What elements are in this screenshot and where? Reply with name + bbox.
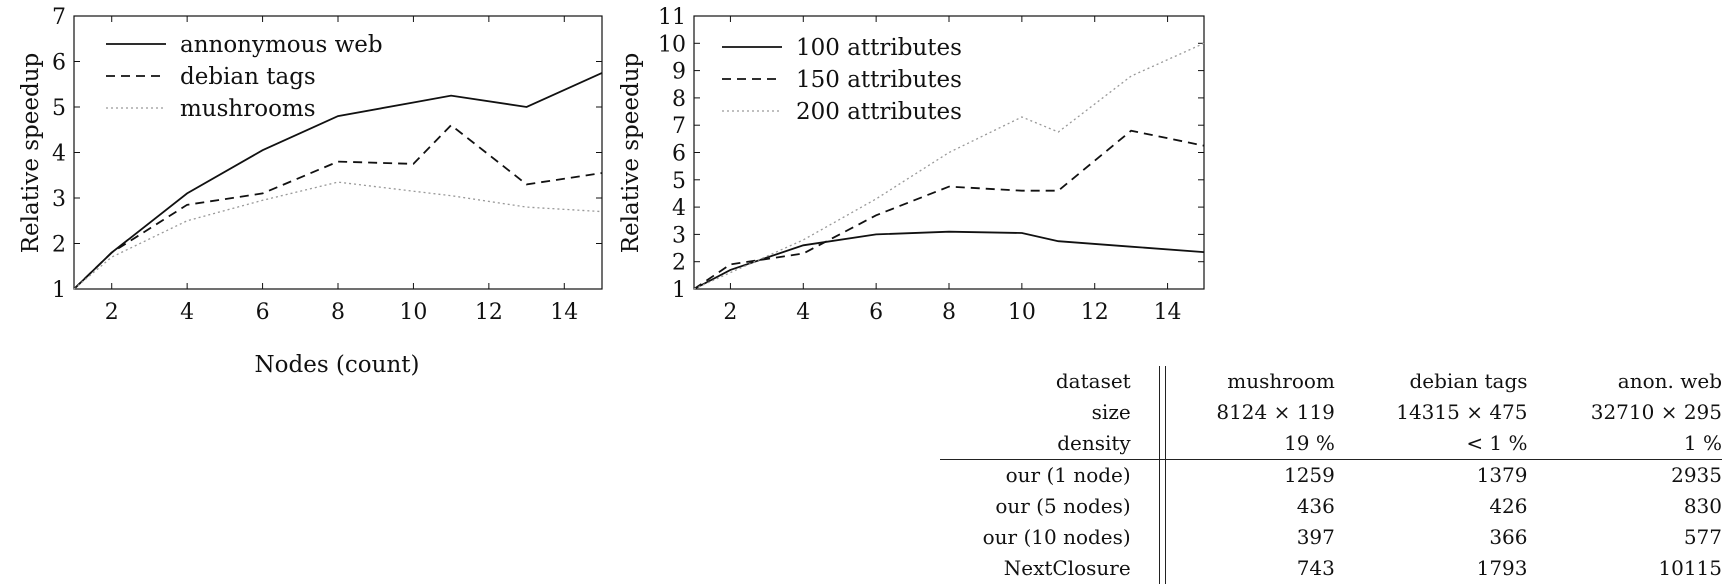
y-tick-label: 7 xyxy=(672,114,686,139)
column-separator xyxy=(1158,491,1167,522)
table-cell: 743 xyxy=(1296,556,1335,580)
y-tick-label: 10 xyxy=(658,32,686,57)
x-tick-label: 12 xyxy=(475,300,503,325)
table-cell: anon. web xyxy=(1617,369,1722,393)
table-cell: 436 xyxy=(1296,494,1335,518)
legend-label: mushrooms xyxy=(180,96,316,122)
column-separator xyxy=(1158,459,1167,491)
table-cell: 2935 xyxy=(1527,459,1722,491)
x-tick-label: 4 xyxy=(180,300,194,325)
series-line-100-attributes xyxy=(693,230,1205,290)
table-cell: 397 xyxy=(1296,525,1335,549)
x-tick-label: 10 xyxy=(1008,300,1036,325)
chart1-xlabel: Nodes (count) xyxy=(255,352,420,378)
x-tick-label: 8 xyxy=(942,300,956,325)
y-tick-label: 2 xyxy=(672,251,686,276)
row-label: density xyxy=(1057,431,1131,455)
column-separator xyxy=(1158,428,1167,460)
table-cell: 1 % xyxy=(1683,431,1722,455)
y-tick-label: 1 xyxy=(672,278,686,303)
table-cell: 426 xyxy=(1489,494,1528,518)
chart1-ylabel: Relative speedup xyxy=(18,53,44,254)
results-table: dataset mushroom debian tags anon. web size 8… xyxy=(940,366,1722,584)
row-label: our (1 node) xyxy=(940,459,1160,491)
y-tick-label: 2 xyxy=(52,233,66,258)
table-cell: 1379 xyxy=(1334,459,1528,491)
x-tick-label: 6 xyxy=(869,300,883,325)
row-label: our (10 nodes) xyxy=(982,525,1131,549)
y-tick-label: 9 xyxy=(672,60,686,85)
x-tick-label: 14 xyxy=(1154,300,1182,325)
table-header-row: density 19 % < 1 % 1 % xyxy=(940,428,1722,460)
table-cell: 19 % xyxy=(1284,431,1335,455)
y-tick-label: 4 xyxy=(672,196,686,221)
y-tick-label: 7 xyxy=(52,5,66,30)
table-cell: 830 xyxy=(1683,494,1722,518)
row-label: NextClosure xyxy=(1003,556,1131,580)
chart2-ylabel: Relative speedup xyxy=(618,53,644,254)
table-cell: 577 xyxy=(1683,525,1722,549)
table-cell: 8124 × 119 xyxy=(1216,400,1335,424)
legend-label: 200 attributes xyxy=(796,99,962,125)
y-tick-label: 8 xyxy=(672,87,686,112)
column-separator xyxy=(1158,522,1167,553)
series-line-150-attributes xyxy=(693,129,1205,290)
table-row: NextClosure 743 1793 10115 xyxy=(940,553,1722,584)
row-label: dataset xyxy=(1055,369,1131,393)
row-label: size xyxy=(1091,400,1131,424)
y-tick-label: 3 xyxy=(52,187,66,212)
y-tick-label: 6 xyxy=(52,51,66,76)
table-row: our (10 nodes) 397 366 577 xyxy=(940,522,1722,553)
x-tick-label: 4 xyxy=(796,300,810,325)
y-tick-label: 1 xyxy=(52,278,66,303)
legend-label: annonymous web xyxy=(180,32,383,58)
table-header-row: size 8124 × 119 14315 × 475 32710 × 295 xyxy=(940,397,1722,428)
x-tick-label: 8 xyxy=(331,300,345,325)
row-label: our (5 nodes) xyxy=(995,494,1131,518)
table-cell: 32710 × 295 xyxy=(1590,400,1722,424)
legend-label: debian tags xyxy=(180,64,316,90)
x-tick-label: 10 xyxy=(399,300,427,325)
table-cell: 1259 xyxy=(1165,459,1335,491)
series-line-mushrooms xyxy=(73,181,603,290)
table-cell: mushroom xyxy=(1227,369,1335,393)
y-tick-label: 11 xyxy=(658,5,686,30)
x-tick-label: 2 xyxy=(105,300,119,325)
legend-label: 150 attributes xyxy=(796,67,962,93)
table-cell: 10115 xyxy=(1658,556,1722,580)
series-line-200-attributes xyxy=(693,42,1205,290)
table-cell: 1793 xyxy=(1476,556,1528,580)
table-cell: 14315 × 475 xyxy=(1396,400,1528,424)
y-tick-label: 3 xyxy=(672,223,686,248)
y-tick-label: 5 xyxy=(52,96,66,121)
table-header-row: dataset mushroom debian tags anon. web xyxy=(940,366,1722,397)
x-tick-label: 14 xyxy=(550,300,578,325)
series-line-annonymous-web xyxy=(73,72,603,290)
table-row: our (1 node) 1259 1379 2935 xyxy=(940,459,1722,491)
column-separator xyxy=(1158,397,1167,428)
y-tick-label: 5 xyxy=(672,169,686,194)
legend-label: 100 attributes xyxy=(796,35,962,61)
y-tick-label: 4 xyxy=(52,142,66,167)
table-row: our (5 nodes) 436 426 830 xyxy=(940,491,1722,522)
series-line-debian-tags xyxy=(73,123,603,290)
x-tick-label: 12 xyxy=(1081,300,1109,325)
column-separator xyxy=(1158,366,1167,397)
table-cell: debian tags xyxy=(1409,369,1528,393)
table-cell: 366 xyxy=(1489,525,1528,549)
column-separator xyxy=(1158,553,1167,584)
x-tick-label: 6 xyxy=(256,300,270,325)
x-tick-label: 2 xyxy=(723,300,737,325)
table-cell: < 1 % xyxy=(1466,431,1528,455)
y-tick-label: 6 xyxy=(672,142,686,167)
